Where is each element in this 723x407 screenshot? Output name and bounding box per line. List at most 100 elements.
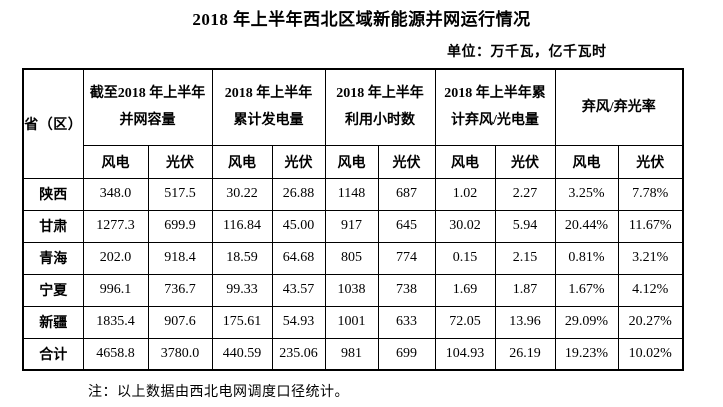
table-body: 陕西 348.0 517.5 30.22 26.88 1148 687 1.02 2.27 3.2…	[22, 177, 684, 371]
energy-table: 省（区） 截至2018 年上半年 并网容量 2018 年上半年 累计发电量 20…	[22, 68, 685, 371]
data-cell: 1148	[324, 177, 379, 211]
group-header-line: 累计发电量	[233, 113, 304, 129]
data-cell: 43.57	[271, 273, 326, 307]
sub-header-solar: 光伏	[377, 144, 436, 179]
data-cell: 20.27%	[617, 305, 684, 339]
data-cell: 736.7	[147, 273, 213, 307]
data-cell: 20.44%	[554, 209, 619, 243]
data-cell: 774	[377, 241, 436, 275]
table-row: 宁夏 996.1 736.7 99.33 43.57 1038 738 1.69 1.87 1.6…	[22, 273, 684, 307]
data-cell: 11.67%	[617, 209, 684, 243]
data-cell: 104.93	[434, 337, 496, 371]
sub-header-wind: 风电	[554, 144, 619, 179]
data-cell: 7.78%	[617, 177, 684, 211]
table-row: 甘肃 1277.3 699.9 116.84 45.00 917 645 30.02 5.94 2…	[22, 209, 684, 243]
group-header-curtailment-rate: 弃风/弃光率	[554, 68, 684, 146]
sub-header-solar: 光伏	[494, 144, 556, 179]
data-cell: 917	[324, 209, 379, 243]
data-cell: 1.67%	[554, 273, 619, 307]
data-cell: 918.4	[147, 241, 213, 275]
data-cell: 45.00	[271, 209, 326, 243]
group-header-line: 弃风/弃光率	[581, 99, 656, 115]
data-cell: 633	[377, 305, 436, 339]
sub-header-solar: 光伏	[617, 144, 684, 179]
data-cell: 99.33	[211, 273, 273, 307]
group-header-curtailed-energy: 2018 年上半年累 计弃风/光电量	[434, 68, 556, 146]
data-cell: 26.88	[271, 177, 326, 211]
group-header-line: 2018 年上半年累	[444, 86, 546, 102]
data-cell: 175.61	[211, 305, 273, 339]
data-cell: 4658.8	[82, 337, 149, 371]
row-label: 甘肃	[22, 209, 84, 243]
header-sub-row: 风电 光伏 风电 光伏 风电 光伏 风电 光伏 风电 光伏	[23, 144, 684, 179]
footnote: 注：以上数据由西北电网调度口径统计。	[88, 385, 349, 400]
data-cell: 1.02	[434, 177, 496, 211]
group-header-line: 2018 年上半年	[224, 86, 313, 102]
sub-header-wind: 风电	[211, 144, 273, 179]
data-cell: 1038	[324, 273, 379, 307]
row-label: 合计	[22, 337, 84, 371]
sub-header-solar: 光伏	[271, 144, 326, 179]
data-cell: 72.05	[434, 305, 496, 339]
sub-header-wind: 风电	[324, 144, 379, 179]
data-cell: 202.0	[82, 241, 149, 275]
data-cell: 0.15	[434, 241, 496, 275]
table-row: 合计 4658.8 3780.0 440.59 235.06 981 699 104.93 26…	[22, 337, 684, 371]
data-cell: 1277.3	[82, 209, 149, 243]
data-cell: 907.6	[147, 305, 213, 339]
data-cell: 0.81%	[554, 241, 619, 275]
data-cell: 3.21%	[617, 241, 684, 275]
group-header-generation: 2018 年上半年 累计发电量	[211, 68, 326, 146]
data-cell: 2.15	[494, 241, 556, 275]
data-cell: 13.96	[494, 305, 556, 339]
data-cell: 1001	[324, 305, 379, 339]
data-cell: 64.68	[271, 241, 326, 275]
table-row: 新疆 1835.4 907.6 175.61 54.93 1001 633 72.05 13.9…	[22, 305, 684, 339]
sub-header-solar: 光伏	[147, 144, 213, 179]
data-cell: 5.94	[494, 209, 556, 243]
data-cell: 235.06	[271, 337, 326, 371]
data-cell: 29.09%	[554, 305, 619, 339]
group-header-line: 并网容量	[119, 113, 176, 129]
data-cell: 3780.0	[147, 337, 213, 371]
sub-header-wind: 风电	[82, 144, 149, 179]
data-cell: 348.0	[82, 177, 149, 211]
data-cell: 699	[377, 337, 436, 371]
data-cell: 10.02%	[617, 337, 684, 371]
data-cell: 645	[377, 209, 436, 243]
data-cell: 738	[377, 273, 436, 307]
data-cell: 30.02	[434, 209, 496, 243]
corner-header: 省（区）	[22, 68, 84, 179]
data-cell: 517.5	[147, 177, 213, 211]
group-header-grid-capacity: 截至2018 年上半年 并网容量	[82, 68, 213, 146]
data-cell: 2.27	[494, 177, 556, 211]
data-cell: 981	[324, 337, 379, 371]
data-cell: 18.59	[211, 241, 273, 275]
data-cell: 3.25%	[554, 177, 619, 211]
data-cell: 1.87	[494, 273, 556, 307]
data-cell: 1.69	[434, 273, 496, 307]
data-cell: 440.59	[211, 337, 273, 371]
data-cell: 805	[324, 241, 379, 275]
data-cell: 699.9	[147, 209, 213, 243]
data-cell: 687	[377, 177, 436, 211]
header-group-row: 省（区） 截至2018 年上半年 并网容量 2018 年上半年 累计发电量 20…	[22, 68, 684, 179]
group-header-line: 利用小时数	[345, 113, 415, 129]
data-cell: 19.23%	[554, 337, 619, 371]
data-cell: 4.12%	[617, 273, 684, 307]
data-cell: 116.84	[211, 209, 273, 243]
data-cell: 26.19	[494, 337, 556, 371]
row-label: 新疆	[22, 305, 84, 339]
data-cell: 1835.4	[82, 305, 149, 339]
data-cell: 996.1	[82, 273, 149, 307]
data-cell: 30.22	[211, 177, 273, 211]
group-header-line: 2018 年上半年	[336, 86, 424, 102]
data-cell: 54.93	[271, 305, 326, 339]
row-label: 宁夏	[22, 273, 84, 307]
table-row: 青海 202.0 918.4 18.59 64.68 805 774 0.15 2.15 0.81…	[22, 241, 684, 275]
unit-note: 单位：万千瓦，亿千瓦时	[447, 45, 607, 60]
group-header-line: 计弃风/光电量	[451, 113, 539, 129]
row-label: 陕西	[22, 177, 84, 211]
sub-header-wind: 风电	[434, 144, 496, 179]
